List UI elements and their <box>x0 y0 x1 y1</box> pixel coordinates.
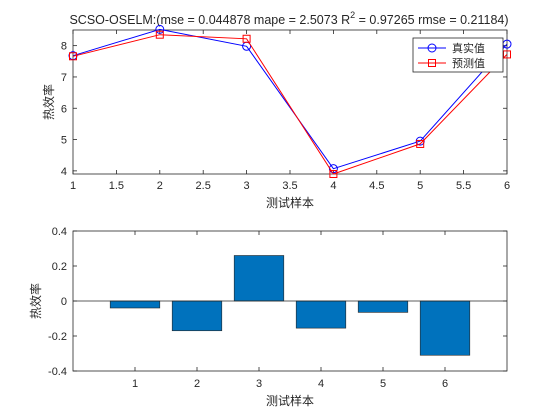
top-line-chart: SCSO-OSELM:(mse = 0.044878 mape = 2.5073… <box>41 10 512 210</box>
bottom-x-tick-label: 5 <box>380 378 386 390</box>
bar <box>233 255 285 302</box>
bottom-x-tick-label: 6 <box>442 378 448 390</box>
bottom-y-tick-label: -0.2 <box>48 331 67 343</box>
bar <box>295 300 347 329</box>
bottom-x-ticks: 1 2 3 4 5 6 <box>132 231 448 390</box>
top-y-ticks: 4 5 6 7 8 <box>61 41 507 178</box>
top-y-tick-label: 7 <box>61 72 67 84</box>
data-point-true <box>155 24 165 34</box>
top-y-axis-label: 热效率 <box>41 84 56 120</box>
bottom-x-tick-label: 3 <box>256 378 262 390</box>
bottom-y-tick-label: 0 <box>61 296 67 308</box>
bottom-x-axis-label: 测试样本 <box>266 393 314 408</box>
top-y-tick-label: 6 <box>61 103 67 115</box>
series-line-pred <box>72 34 508 175</box>
bar <box>109 300 161 309</box>
data-point-pred <box>503 50 511 59</box>
top-y-tick-label: 4 <box>61 166 67 178</box>
top-x-tick-label: 4.5 <box>369 180 384 192</box>
top-x-tick-label: 2.5 <box>196 180 211 192</box>
top-chart-title-prefix: SCSO-OSELM:(mse = 0.044878 mape = 2.5073… <box>69 13 350 27</box>
top-x-tick-label: 1 <box>70 180 76 192</box>
legend-marker-pred <box>428 59 436 67</box>
series-line-true <box>72 28 508 170</box>
top-chart-title-suffix: = 0.97265 rmse = 0.21184) <box>355 13 508 27</box>
data-point-pred <box>329 170 338 178</box>
legend-marker-true <box>427 43 437 53</box>
top-x-tick-label: 2 <box>157 180 163 192</box>
bottom-y-tick-label: 0.4 <box>52 226 67 238</box>
bottom-x-tick-label: 2 <box>194 378 200 390</box>
bar <box>419 300 471 356</box>
bottom-bar-chart: 1 2 3 4 5 6 0.4 0.2 0 -0.2 -0.4 测试样本 热效率 <box>28 226 508 408</box>
top-x-tick-label: 4 <box>330 180 336 192</box>
top-x-axis-label: 测试样本 <box>266 195 314 210</box>
bottom-y-ticks: 0.4 0.2 0 -0.2 -0.4 <box>48 226 507 378</box>
top-x-tick-label: 3 <box>244 180 250 192</box>
bottom-y-tick-label: 0.2 <box>52 261 67 273</box>
legend-box <box>412 37 504 73</box>
data-point-pred <box>416 139 425 148</box>
top-x-tick-label: 6 <box>504 180 510 192</box>
bar <box>357 300 409 313</box>
top-series-group <box>68 24 512 178</box>
top-chart-title: SCSO-OSELM:(mse = 0.044878 mape = 2.5073… <box>69 10 508 27</box>
top-chart-title-sup: 2 <box>350 10 355 20</box>
legend-label-pred: 预测值 <box>452 57 485 70</box>
bottom-x-tick-label: 1 <box>132 378 138 390</box>
bottom-y-axis-label: 热效率 <box>28 283 43 319</box>
data-point-pred <box>155 30 164 39</box>
top-x-tick-label: 1.5 <box>109 180 124 192</box>
data-point-pred <box>69 52 77 61</box>
top-y-tick-label: 5 <box>61 135 67 147</box>
legend: 真实值 预测值 <box>412 37 504 73</box>
top-x-tick-label: 3.5 <box>282 180 297 192</box>
legend-label-true: 真实值 <box>452 41 485 55</box>
top-x-tick-label: 5 <box>417 180 423 192</box>
bar <box>171 300 223 332</box>
top-x-tick-label: 5.5 <box>456 180 471 192</box>
bottom-bars-group <box>73 255 507 356</box>
top-y-tick-label: 8 <box>61 41 67 53</box>
bottom-y-tick-label: -0.4 <box>48 366 67 378</box>
bottom-x-tick-label: 4 <box>318 378 324 390</box>
data-point-pred <box>242 34 251 43</box>
